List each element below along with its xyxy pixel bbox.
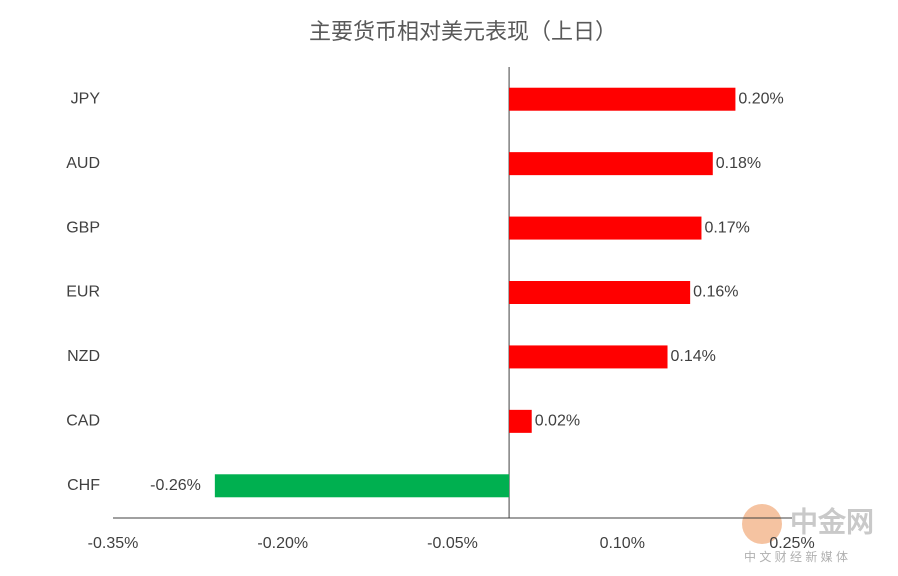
y-tick-label: AUD bbox=[66, 155, 100, 172]
y-tick-label: CHF bbox=[67, 477, 100, 494]
value-label: 0.02% bbox=[535, 413, 580, 430]
bar bbox=[509, 345, 668, 369]
bar bbox=[509, 409, 532, 433]
y-tick-label: CAD bbox=[66, 413, 100, 430]
y-tick-label: EUR bbox=[66, 284, 100, 301]
x-tick-label: 0.25% bbox=[769, 535, 814, 552]
bar bbox=[214, 474, 510, 498]
watermark-slogan: 中 文 财 经 新 媒 体 bbox=[744, 549, 848, 564]
chart-title: 主要货币相对美元表现（上日） bbox=[309, 19, 617, 44]
y-tick-label: NZD bbox=[67, 348, 100, 365]
x-tick-label: -0.20% bbox=[257, 535, 308, 552]
bar bbox=[509, 152, 713, 176]
value-label: 0.14% bbox=[671, 348, 716, 365]
y-tick-label: GBP bbox=[66, 219, 100, 236]
y-tick-label: JPY bbox=[71, 90, 101, 107]
bar bbox=[509, 87, 736, 111]
x-tick-label: 0.10% bbox=[600, 535, 645, 552]
watermark: 中金网 中 文 财 经 新 媒 体 bbox=[742, 504, 874, 564]
value-label: 0.16% bbox=[693, 284, 738, 301]
value-label: 0.18% bbox=[716, 155, 761, 172]
value-label: 0.20% bbox=[738, 90, 783, 107]
watermark-logo bbox=[742, 504, 782, 544]
bar bbox=[509, 281, 691, 304]
value-label: -0.26% bbox=[150, 477, 201, 494]
value-label: 0.17% bbox=[704, 219, 749, 236]
bar bbox=[509, 216, 702, 240]
x-tick-label: -0.05% bbox=[427, 535, 478, 552]
x-tick-label: -0.35% bbox=[88, 535, 139, 552]
watermark-name: 中金网 bbox=[790, 505, 874, 537]
